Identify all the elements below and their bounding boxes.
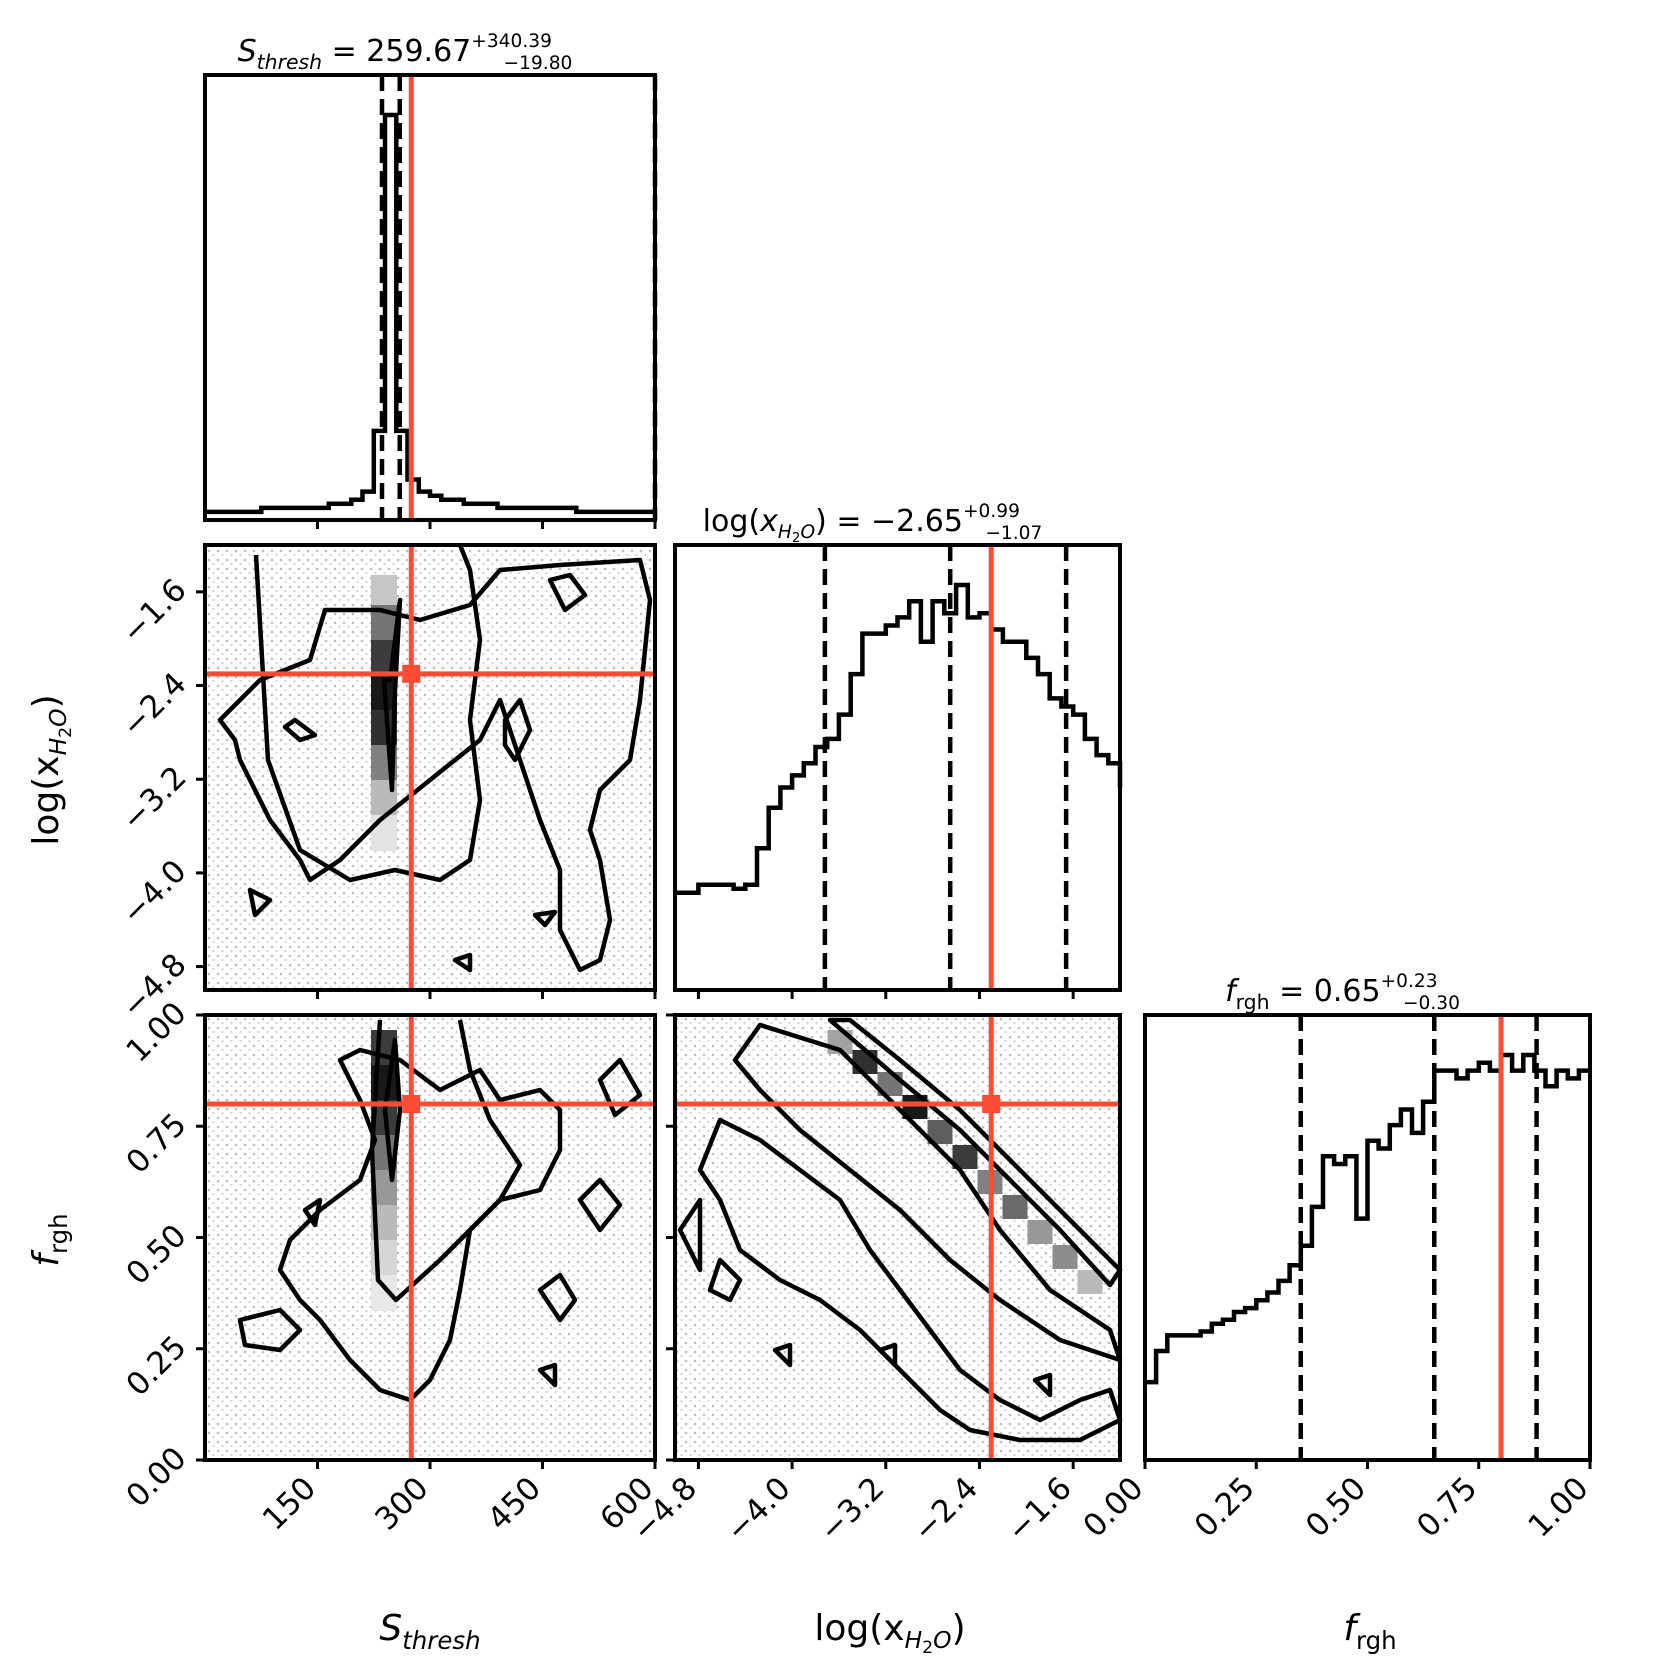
density-cell-s_thresh-f_rgh-7: [371, 1275, 397, 1311]
contour-s_thresh-log_xh2o-0: [253, 544, 483, 883]
y-axis-label-log_xh2o: log(xH2O): [26, 694, 76, 845]
histogram-s_thresh: [205, 112, 655, 515]
truth-marker-s_thresh-log_xh2o: [402, 664, 421, 683]
x-tick-label-f_rgh-4: 1.00: [1521, 1470, 1595, 1544]
contour-s_thresh-log_xh2o-1: [217, 557, 653, 973]
panel-title-log_xh2o: log(xH2O) = −2.65+0.99 −1.07: [703, 501, 1043, 546]
y-tick-label-log_xh2o-3: −2.4: [115, 666, 194, 745]
contour-log_xh2o-f_rgh-7: [677, 1197, 703, 1273]
contour-s_thresh-f_rgh-2: [382, 1037, 403, 1183]
panel-title-f_rgh: frgh = 0.65+0.23 −0.30: [1225, 971, 1460, 1014]
contour-s_thresh-log_xh2o-6: [247, 887, 273, 918]
x-tick-label-log_xh2o-3: −2.4: [906, 1470, 985, 1549]
histogram-f_rgh: [1145, 1052, 1590, 1385]
histogram-log_xh2o: [675, 582, 1123, 896]
contour-log_xh2o-f_rgh-3: [707, 1257, 743, 1303]
y-tick-label-f_rgh-2: 0.50: [119, 1218, 193, 1292]
contour-s_thresh-log_xh2o-4: [502, 697, 533, 763]
contour-s_thresh-log_xh2o-2: [381, 597, 403, 793]
panel-frame-log_xh2o: [673, 543, 1122, 992]
y-tick-label-log_xh2o-2: −3.2: [115, 759, 194, 838]
contour-s_thresh-f_rgh-3: [237, 1307, 303, 1353]
x-tick-label-f_rgh-2: 0.50: [1299, 1470, 1373, 1544]
contour-s_thresh-f_rgh-8: [537, 1362, 558, 1388]
x-tick-label-log_xh2o-4: −1.6: [1000, 1470, 1079, 1549]
panel-title-s_thresh: Sthresh = 259.67+340.39 −19.80: [238, 31, 573, 74]
contour-s_thresh-log_xh2o-5: [547, 572, 588, 613]
density-cell-log_xh2o-f_rgh-9: [1052, 1245, 1078, 1269]
x-tick-label-s_thresh-2: 450: [481, 1470, 548, 1537]
truth-marker-s_thresh-f_rgh: [402, 1095, 421, 1113]
contour-log_xh2o-f_rgh-6: [1032, 1372, 1053, 1398]
y-tick-label-log_xh2o-1: −4.0: [115, 853, 194, 932]
x-axis-label-f_rgh: frgh: [1343, 1608, 1396, 1655]
contour-s_thresh-f_rgh-1: [277, 1047, 563, 1403]
contour-s_thresh-log_xh2o-7: [452, 952, 473, 973]
scatter-samples-s_thresh-f_rgh: [205, 1015, 655, 1460]
truth-marker-log_xh2o-f_rgh: [982, 1095, 1001, 1113]
x-tick-label-f_rgh-1: 0.25: [1188, 1470, 1262, 1544]
density-cell-log_xh2o-f_rgh-7: [1002, 1195, 1028, 1219]
y-tick-label-f_rgh-1: 0.25: [119, 1329, 193, 1403]
contour-log_xh2o-f_rgh-4: [772, 1342, 793, 1368]
x-tick-label-s_thresh-1: 300: [368, 1470, 435, 1537]
density-cell-log_xh2o-f_rgh-1: [852, 1050, 878, 1074]
x-tick-label-f_rgh-0: 0.00: [1076, 1470, 1150, 1544]
contour-log_xh2o-f_rgh-1: [732, 1022, 1123, 1363]
contour-log_xh2o-f_rgh-5: [877, 1342, 898, 1368]
contour-s_thresh-f_rgh-7: [577, 1177, 623, 1233]
panel-frame-s_thresh: [203, 73, 657, 522]
x-axis-label-s_thresh: Sthresh: [379, 1608, 480, 1655]
density-cell-log_xh2o-f_rgh-8: [1027, 1220, 1053, 1244]
contour-s_thresh-log_xh2o-3: [282, 717, 318, 743]
y-tick-label-f_rgh-0: 0.00: [119, 1440, 193, 1514]
y-tick-label-log_xh2o-4: −1.6: [115, 572, 194, 651]
contour-s_thresh-f_rgh-4: [302, 1197, 323, 1228]
x-tick-label-log_xh2o-1: −4.0: [719, 1470, 798, 1549]
x-tick-label-s_thresh-0: 150: [256, 1470, 323, 1537]
y-axis-label-f_rgh: frgh: [26, 1213, 73, 1266]
x-tick-label-f_rgh-3: 0.75: [1410, 1470, 1484, 1544]
x-axis-label-log_xh2o: log(xH2O): [814, 1608, 965, 1658]
density-cell-s_thresh-log_xh2o-7: [371, 815, 397, 851]
x-tick-label-log_xh2o-2: −3.2: [813, 1470, 892, 1549]
contour-s_thresh-f_rgh-5: [537, 1272, 578, 1323]
contour-s_thresh-log_xh2o-8: [532, 909, 558, 928]
y-tick-label-f_rgh-3: 0.75: [119, 1106, 193, 1180]
panel-frame-f_rgh: [1143, 1013, 1592, 1462]
